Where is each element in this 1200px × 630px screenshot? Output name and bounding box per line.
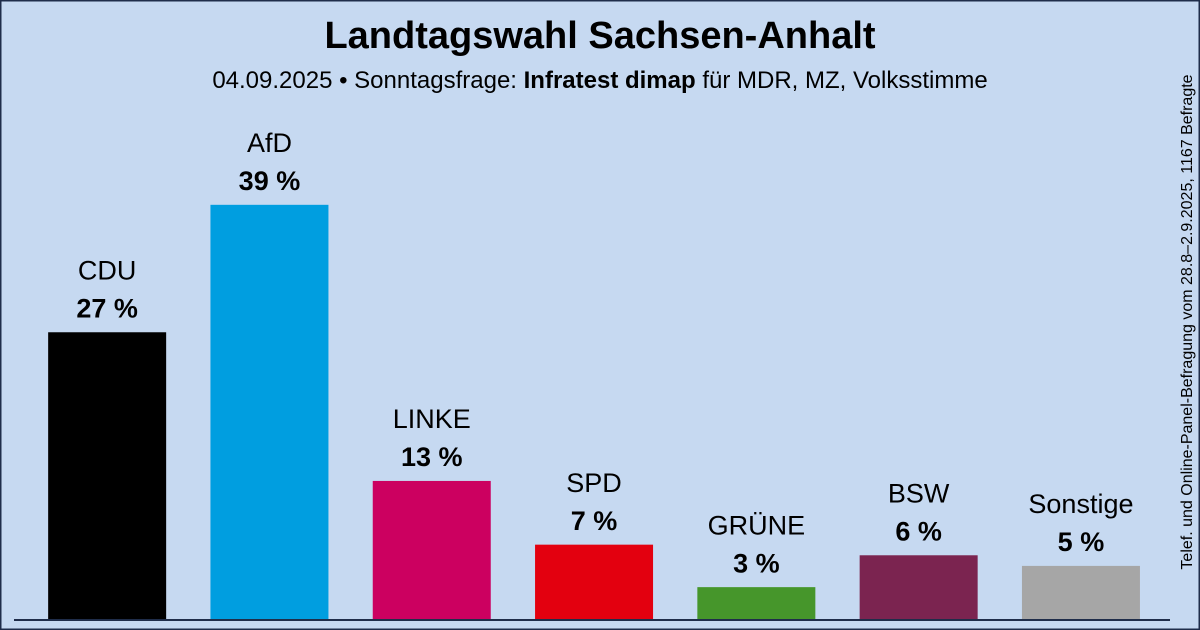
bar — [48, 332, 167, 619]
bar — [859, 555, 978, 619]
subtitle-pollster: Infratest dimap — [524, 67, 696, 94]
value-label: 27 % — [76, 293, 138, 323]
value-label: 13 % — [401, 442, 463, 472]
value-label: 6 % — [895, 516, 942, 546]
category-label: CDU — [78, 255, 137, 285]
chart-subtitle: 04.09.2025 • Sonntagsfrage: Infratest di… — [212, 67, 987, 94]
chart-title: Landtagswahl Sachsen-Anhalt — [324, 15, 875, 57]
bar — [535, 544, 654, 619]
category-label: LINKE — [393, 404, 471, 434]
category-label: AfD — [247, 128, 292, 158]
value-label: 5 % — [1058, 527, 1105, 557]
subtitle-tail: für MDR, MZ, Volksstimme — [702, 67, 987, 94]
category-label: SPD — [566, 468, 622, 498]
subtitle-lead: 04.09.2025 • Sonntagsfrage: — [212, 67, 517, 94]
value-label: 7 % — [571, 506, 618, 536]
value-label: 3 % — [733, 548, 780, 578]
bar — [372, 480, 491, 619]
side-note: Telef. und Online-Panel-Befragung vom 28… — [1179, 74, 1196, 569]
category-label: BSW — [888, 478, 950, 508]
category-label: GRÜNE — [708, 510, 806, 540]
value-label: 39 % — [239, 166, 301, 196]
category-label: Sonstige — [1028, 489, 1133, 519]
bar — [1021, 565, 1140, 619]
bar — [210, 204, 329, 619]
bar — [697, 587, 816, 619]
